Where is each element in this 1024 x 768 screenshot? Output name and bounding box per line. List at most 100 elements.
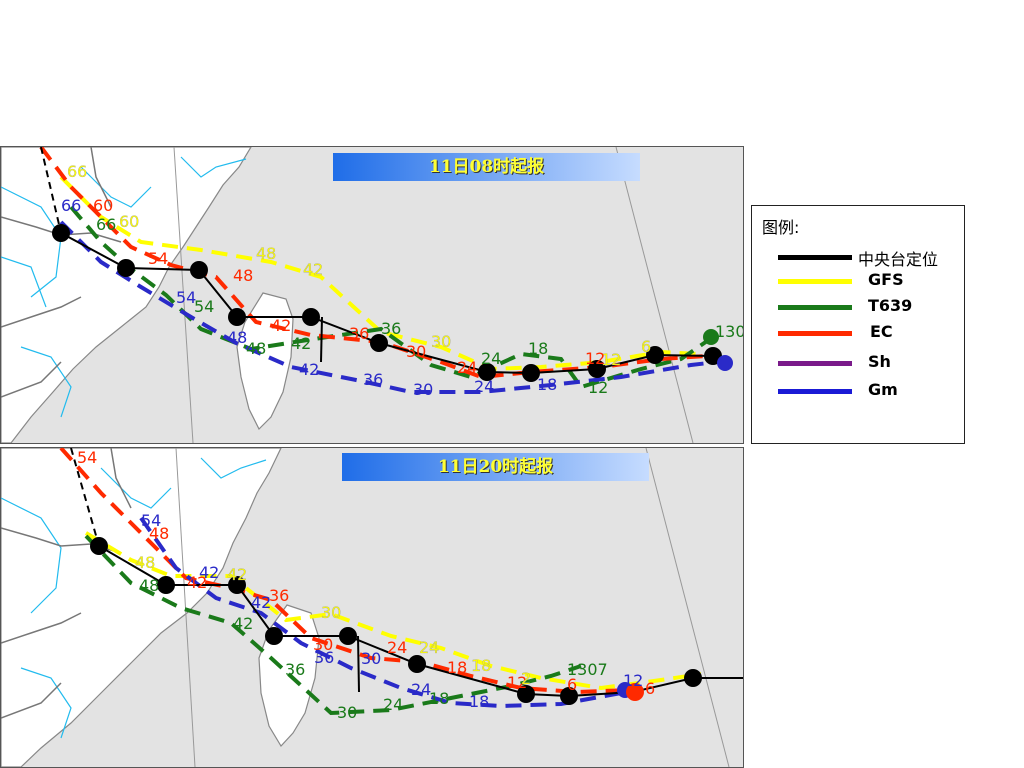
label-t639-2: 36 xyxy=(285,660,305,679)
typhoon-track-map-bottom: 54 54 48 48 48 42 42 42 42 36 42 30 36 3… xyxy=(1,448,743,767)
label-gm-6: 18 xyxy=(469,692,489,711)
label-ec-9: 6 xyxy=(645,679,655,698)
legend-label-official: 中央台定位 xyxy=(858,250,939,269)
legend-line-gfs xyxy=(778,279,852,284)
legend-item-t639: T639 xyxy=(752,296,964,318)
label-t639-5: 24 xyxy=(481,349,501,368)
label-gm-3: 36 xyxy=(314,648,334,667)
label-t639-1: 42 xyxy=(233,614,253,633)
label-gfs-5: 2 xyxy=(521,669,531,688)
label-gfs-4: 30 xyxy=(431,332,451,351)
label-t639-6: 1307 xyxy=(567,660,608,679)
label-gm-2: 42 xyxy=(251,593,271,612)
label-ec-6: 24 xyxy=(457,358,477,377)
track-t639 xyxy=(69,205,715,390)
label-gm-1: 54 xyxy=(176,288,196,307)
label-t639-4: 36 xyxy=(381,319,401,338)
label-gfs-5: 12 xyxy=(601,350,621,369)
legend-line-sh xyxy=(778,361,852,366)
label-gfs-6: 6 xyxy=(641,337,651,356)
legend-line-official xyxy=(778,255,852,260)
label-t639-0: 48 xyxy=(139,576,159,595)
label-t639-3: 42 xyxy=(291,334,311,353)
official-positions-bottom xyxy=(90,537,702,705)
label-ec-5: 24 xyxy=(387,638,407,657)
label-ec-0: 60 xyxy=(93,196,113,215)
label-ec-1: 48 xyxy=(149,524,169,543)
label-ec-0: 54 xyxy=(77,448,97,467)
label-t639-5: 18 xyxy=(429,689,449,708)
label-gfs-4: 18 xyxy=(471,656,491,675)
panel-title-bottom: 11日20时起报 xyxy=(342,453,649,481)
land-mainland xyxy=(1,147,252,443)
label-gm-2: 48 xyxy=(227,328,247,347)
legend-item-official: 中央台定位 xyxy=(752,246,964,269)
track-ec xyxy=(39,147,722,380)
label-gm-4: 36 xyxy=(363,370,383,389)
label-gfs-3: 42 xyxy=(303,260,323,279)
label-gm-5: 24 xyxy=(411,680,431,699)
label-t639-4: 24 xyxy=(383,695,403,714)
label-ec-8: 6 xyxy=(567,675,577,694)
track-gm xyxy=(59,220,727,394)
forecast-panel-11d20h: 54 54 48 48 48 42 42 42 42 36 42 30 36 3… xyxy=(0,447,744,768)
label-t639-1: 54 xyxy=(194,297,214,316)
typhoon-track-map-top: 66 60 48 42 30 12 6 66 54 48 42 36 24 18… xyxy=(1,147,743,443)
label-t639-2: 48 xyxy=(246,339,266,358)
label-gfs-1: 60 xyxy=(119,212,139,231)
label-ec-1: 54 xyxy=(148,249,168,268)
label-gfs-2: 48 xyxy=(256,244,276,263)
label-ec-7: 12 xyxy=(507,673,527,692)
legend-line-gm xyxy=(778,389,852,394)
label-ec-4: 36 xyxy=(349,324,369,343)
label-ec-3: 42 xyxy=(271,316,291,335)
label-gfs-1: 42 xyxy=(227,565,247,584)
label-gfs-0: 66 xyxy=(67,162,87,181)
label-gm-7: 12 xyxy=(623,671,643,690)
label-gfs-2: 30 xyxy=(321,603,341,622)
label-t639-6: 18 xyxy=(528,339,548,358)
label-ec-4: 30 xyxy=(313,635,333,654)
legend-item-gm: Gm xyxy=(752,380,964,402)
label-ec-2: 42 xyxy=(187,573,207,592)
label-gm-7: 18 xyxy=(537,375,557,394)
legend-line-ec xyxy=(778,331,852,336)
official-positions-top xyxy=(52,224,722,382)
legend-label-t639: T639 xyxy=(868,296,913,315)
legend-title: 图例: xyxy=(762,218,800,237)
label-gfs-3: 24 xyxy=(419,638,439,657)
label-gm-5: 30 xyxy=(413,380,433,399)
label-t639-3: 30 xyxy=(337,703,357,722)
land-mainland xyxy=(1,448,282,767)
forecast-panel-11d08h: 66 60 48 42 30 12 6 66 54 48 42 36 24 18… xyxy=(0,146,744,444)
label-ec-2: 48 xyxy=(233,266,253,285)
track-gm xyxy=(139,516,622,709)
label-ec-5: 30 xyxy=(406,342,426,361)
legend-item-ec: EC xyxy=(752,322,964,344)
legend-line-t639 xyxy=(778,305,852,310)
legend-label-ec: EC xyxy=(870,322,893,341)
legend-item-sh: Sh xyxy=(752,352,964,374)
label-ec-7: 12 xyxy=(585,349,605,368)
legend-label-gfs: GFS xyxy=(868,270,904,289)
legend-item-gfs: GFS xyxy=(752,270,964,292)
label-gm-0: 66 xyxy=(61,196,81,215)
label-gm-6: 24 xyxy=(474,377,494,396)
track-gfs xyxy=(84,531,702,691)
label-gm-3: 42 xyxy=(299,360,319,379)
legend-label-gm: Gm xyxy=(868,380,898,399)
label-t639-8: 130 xyxy=(715,322,743,341)
panel-title-top: 11日08时起报 xyxy=(333,153,640,181)
track-gfs xyxy=(59,175,717,372)
label-gm-0: 54 xyxy=(141,511,161,530)
label-ec-3: 36 xyxy=(269,586,289,605)
label-gfs-0: 48 xyxy=(135,553,155,572)
legend-label-sh: Sh xyxy=(868,352,891,371)
label-gm-1: 42 xyxy=(199,563,219,582)
track-t639 xyxy=(84,534,582,716)
label-gm-4: 30 xyxy=(361,649,381,668)
legend: 图例: 中央台定位 GFS T639 EC Sh Gm xyxy=(751,205,965,444)
land-taiwan xyxy=(236,292,294,431)
label-t639-0: 66 xyxy=(96,215,116,234)
label-t639-7: 12 xyxy=(588,378,608,397)
